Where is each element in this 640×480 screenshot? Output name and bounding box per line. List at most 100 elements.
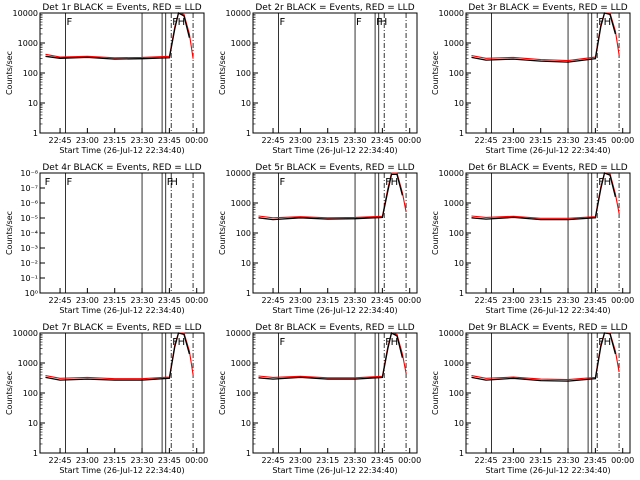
x-tick-label: 00:00 [185,136,208,145]
chart-title: Det 5r BLACK = Events, RED = LLD [255,163,414,173]
x-tick-label: 00:00 [398,456,421,465]
x-tick-label: 00:00 [185,456,208,465]
x-tick-label: 23:30 [557,456,580,465]
y-tick-label: 10⁰ [25,289,38,298]
y-tick-label: 1 [459,289,464,298]
x-tick-label: 23:00 [502,296,525,305]
x-tick-label: 23:00 [502,136,525,145]
y-tick-label: 10 [241,259,251,268]
x-tick-label: 23:30 [344,136,367,145]
y-tick-label: 100 [449,69,464,78]
marker-label: F [376,17,382,28]
y-tick-label: 1 [246,449,251,458]
plot-frame [252,12,418,134]
y-tick-label: 1 [246,289,251,298]
y-tick-label: 10⁻³ [20,244,38,253]
chart-panel-3: Det 3r BLACK = Events, RED = LLD 1 10 100 10… [431,3,634,155]
events-series-line [471,12,617,63]
events-series-line [45,332,191,381]
y-tick-label: 100 [449,229,464,238]
marker-label: F [67,17,73,28]
y-tick-label: 1 [246,129,251,138]
x-tick-label: 23:45 [371,136,394,145]
chart-title: Det 1r BLACK = Events, RED = LLD [42,3,201,13]
y-tick-label: 10 [241,99,251,108]
x-tick-label: 22:45 [49,456,72,465]
y-tick-label: 10⁻⁵ [20,214,38,223]
x-tick-label: 00:00 [611,136,634,145]
marker-label: H [604,17,612,28]
x-tick-label: 00:00 [611,296,634,305]
x-tick-label: 23:30 [344,296,367,305]
events-series-line [258,173,404,221]
x-tick-label: 23:00 [76,136,99,145]
x-tick-label: 23:15 [529,136,552,145]
chart-panel-9: Det 9r BLACK = Events, RED = LLD 1 10 100 10… [431,323,634,475]
chart-panel-1: Det 1r BLACK = Events, RED = LLD 1 10 100 10… [5,3,208,155]
x-axis-label: Start Time (26-Jul-12 22:34:40) [59,306,184,315]
plot-frame [39,172,205,294]
y-tick-label: 1000 [231,199,251,208]
plot-frame [465,172,631,294]
y-tick-label: 100 [449,389,464,398]
x-tick-label: 22:45 [262,456,285,465]
events-series-line [471,332,617,382]
marker-label: F [598,177,604,188]
y-tick-label: 10000 [226,169,251,178]
y-axis-label: Counts/sec [431,371,440,415]
y-tick-label: 1 [33,129,38,138]
x-tick-label: 22:45 [475,296,498,305]
x-tick-label: 23:45 [158,456,181,465]
y-tick-label: 1000 [444,359,464,368]
y-tick-label: 100 [236,389,251,398]
x-tick-label: 22:45 [475,136,498,145]
plot-frame [252,332,418,454]
y-tick-label: 10 [241,419,251,428]
y-tick-label: 10 [454,419,464,428]
chart-panel-7: Det 7r BLACK = Events, RED = LLD 1 10 100 10… [5,323,208,475]
y-tick-label: 1000 [444,199,464,208]
marker-label: F [385,177,391,188]
y-tick-label: 10000 [439,329,464,338]
y-tick-label: 1000 [18,39,38,48]
x-tick-label: 23:45 [371,456,394,465]
marker-label: F [385,337,391,348]
x-tick-label: 23:00 [289,456,312,465]
marker-label: F [67,177,73,188]
x-tick-label: 23:30 [344,456,367,465]
x-axis-label: Start Time (26-Jul-12 22:34:40) [272,466,397,475]
x-tick-label: 23:15 [103,136,126,145]
y-axis-label: Counts/sec [218,371,227,415]
marker-label: F [167,177,173,188]
x-tick-label: 22:45 [49,296,72,305]
x-tick-label: 23:45 [584,136,607,145]
x-axis-label: Start Time (26-Jul-12 22:34:40) [485,146,610,155]
x-tick-label: 23:00 [76,296,99,305]
x-tick-label: 23:00 [289,296,312,305]
chart-panel-4: Det 4r BLACK = Events, RED = LLD 10⁰ 10⁻¹ 1… [5,163,208,315]
chart-panel-5: Det 5r BLACK = Events, RED = LLD 1 10 100 10… [218,163,421,315]
marker-label: F [356,17,362,28]
x-tick-label: 23:30 [557,136,580,145]
plot-frame [465,12,631,134]
chart-title: Det 2r BLACK = Events, RED = LLD [255,3,414,13]
marker-label: F [280,17,286,28]
x-tick-label: 23:45 [584,296,607,305]
y-tick-label: 100 [23,69,38,78]
y-tick-label: 10⁻⁸ [20,169,38,178]
y-tick-label: 1000 [231,359,251,368]
x-tick-label: 23:00 [289,136,312,145]
chart-title: Det 3r BLACK = Events, RED = LLD [468,3,627,13]
marker-label: H [391,177,399,188]
x-tick-label: 00:00 [611,456,634,465]
plot-frame [39,12,205,134]
x-tick-label: 23:15 [103,456,126,465]
x-tick-label: 23:45 [371,296,394,305]
marker-label: F [172,17,178,28]
x-axis-label: Start Time (26-Jul-12 22:34:40) [59,466,184,475]
y-axis-label: Counts/sec [5,371,14,415]
x-tick-label: 23:15 [316,136,339,145]
plot-frame [252,172,418,294]
x-tick-label: 23:30 [131,456,154,465]
x-tick-label: 23:15 [103,296,126,305]
